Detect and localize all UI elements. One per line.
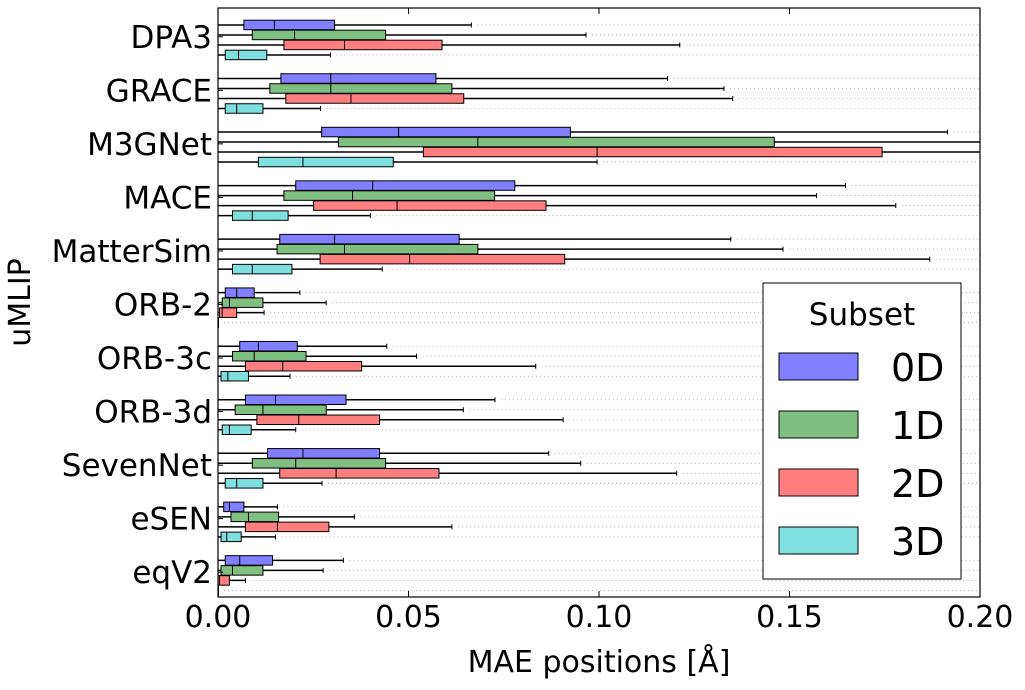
- box-m3gnet-3d: [257, 156, 394, 168]
- box-orb-3c-0d: [239, 340, 298, 352]
- y-tick-label-m3gnet: M3GNet: [87, 127, 212, 163]
- box-mattersim-2d: [319, 253, 566, 265]
- y-tick-label-orb-3c: ORB-3c: [97, 341, 212, 377]
- box-mattersim-1d: [276, 243, 479, 255]
- legend-label-1d: 1D: [891, 404, 944, 448]
- y-tick-label-orb-2: ORB-2: [114, 288, 212, 324]
- x-tick-label-0-05: 0.05: [375, 600, 442, 635]
- y-tick-label-orb-3d: ORB-3d: [94, 395, 212, 431]
- box-orb-2-0d: [224, 287, 255, 298]
- y-tick-label-eqv2: eqV2: [132, 555, 212, 591]
- y-tick-label-mace: MACE: [123, 180, 212, 216]
- x-tick-label-0-10: 0.10: [566, 600, 633, 635]
- box-mace-2d: [313, 200, 547, 211]
- box-grace-0d: [280, 73, 437, 84]
- legend-swatch-0d: [778, 352, 859, 381]
- box-mace-1d: [283, 190, 496, 201]
- x-tick-label-0-15: 0.15: [756, 600, 823, 635]
- box-esen-1d: [230, 511, 280, 523]
- box-grace-1d: [269, 83, 453, 94]
- box-orb-3d-2d: [256, 414, 381, 426]
- y-tick-label-mattersim: MatterSim: [52, 234, 212, 270]
- box-sevennet-1d: [251, 458, 387, 469]
- box-orb-3c-1d: [231, 350, 307, 362]
- legend-label-0d: 0D: [891, 346, 944, 390]
- box-esen-3d: [220, 531, 242, 543]
- box-grace-2d: [285, 93, 465, 104]
- box-dpa3-3d: [224, 49, 268, 61]
- x-tick-label-0-00: 0.00: [185, 600, 252, 635]
- box-esen-2d: [244, 521, 330, 533]
- legend-swatch-2d: [778, 468, 859, 497]
- box-orb-2-2d: [219, 307, 238, 318]
- box-m3gnet-2d: [422, 146, 883, 158]
- box-mattersim-0d: [279, 233, 460, 245]
- box-dpa3-1d: [251, 29, 387, 41]
- box-orb-2-1d: [221, 297, 264, 308]
- box-orb-3d-3d: [221, 424, 252, 436]
- box-sevennet-0d: [267, 448, 381, 459]
- box-mace-3d: [231, 210, 289, 221]
- y-tick-label-esen: eSEN: [130, 502, 212, 538]
- box-dpa3-2d: [283, 39, 443, 51]
- x-axis-label: MAE positions [Å]: [468, 644, 731, 680]
- box-mattersim-3d: [231, 263, 293, 275]
- box-mace-0d: [295, 180, 516, 191]
- legend-swatch-3d: [778, 526, 859, 555]
- box-orb-3c-2d: [244, 360, 363, 372]
- legend-swatch-1d: [778, 410, 859, 439]
- box-sevennet-2d: [279, 468, 440, 479]
- box-esen-0d: [223, 501, 245, 513]
- box-eqv2-1d: [220, 565, 264, 576]
- box-grace-3d: [224, 103, 264, 114]
- legend-title: Subset: [809, 297, 915, 333]
- box-sevennet-3d: [224, 478, 264, 489]
- box-dpa3-0d: [243, 19, 336, 31]
- y-tick-label-sevennet: SevenNet: [62, 448, 212, 484]
- y-tick-label-dpa3: DPA3: [130, 20, 212, 56]
- box-orb-3d-0d: [244, 394, 347, 406]
- y-axis-label: uMLIP: [3, 258, 38, 347]
- legend-label-3d: 3D: [891, 520, 944, 564]
- box-eqv2-0d: [224, 555, 273, 566]
- x-tick-label-0-20: 0.20: [947, 600, 1014, 635]
- legend-label-2d: 2D: [891, 462, 944, 506]
- box-orb-3c-3d: [220, 370, 249, 382]
- box-m3gnet-1d: [337, 136, 775, 148]
- box-orb-3d-1d: [234, 404, 327, 416]
- box-m3gnet-0d: [321, 126, 571, 138]
- y-tick-label-grace: GRACE: [106, 73, 212, 109]
